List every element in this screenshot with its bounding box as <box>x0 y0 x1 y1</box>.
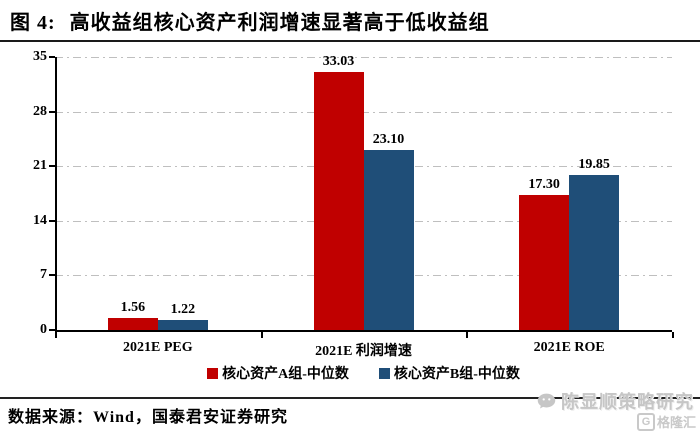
bar-series-b <box>157 320 208 330</box>
y-axis-tick-mark <box>49 165 55 168</box>
bar-value-label: 1.22 <box>170 302 196 318</box>
bar-series-a <box>519 195 570 330</box>
gelonghui-logo-text: 格隆汇 <box>656 415 696 430</box>
legend-swatch-icon <box>378 367 390 379</box>
gelonghui-logo: G 格隆汇 <box>636 412 696 431</box>
bar-value-label: 1.56 <box>120 299 146 315</box>
bar-series-b <box>363 149 414 330</box>
legend-label: 核心资产A组-中位数 <box>222 367 349 382</box>
x-axis-tick-mark <box>55 332 57 338</box>
x-axis-tick-mark <box>260 332 263 338</box>
legend-item: 核心资产A组-中位数 <box>207 363 349 383</box>
figure-title: 高收益组核心资产利润增速显著高于低收益组 <box>69 11 490 34</box>
x-axis-tick-mark <box>672 332 674 338</box>
y-axis-tick-mark <box>49 56 55 58</box>
y-axis-line <box>55 57 57 332</box>
footer-divider <box>0 397 700 399</box>
figure-number: 图 4: <box>10 11 56 34</box>
y-axis-tick-label: 21 <box>33 158 47 174</box>
legend-item: 核心资产B组-中位数 <box>378 363 520 383</box>
watermark-text: 陈显顺策略研究 <box>561 392 694 412</box>
bar-value-label: 19.85 <box>578 157 610 173</box>
x-axis-line <box>55 330 672 332</box>
y-axis-tick-mark <box>49 219 55 222</box>
x-axis-category-label: 2021E 利润增速 <box>315 344 412 359</box>
gelonghui-g-icon: G <box>636 412 655 431</box>
watermark: 陈显顺策略研究 <box>536 388 694 414</box>
bar-series-a <box>107 317 158 330</box>
bar-value-label: 23.10 <box>372 131 405 147</box>
bar-value-label: 33.03 <box>322 54 355 70</box>
chart-legend: 核心资产A组-中位数 核心资产B组-中位数 <box>55 363 672 383</box>
bar-series-b <box>569 175 620 330</box>
x-axis-category-label: 2021E PEG <box>123 340 193 355</box>
bar-series-a <box>313 72 364 330</box>
bar-value-label: 17.30 <box>528 177 560 193</box>
y-axis-tick-label: 35 <box>33 49 47 64</box>
y-axis-tick-label: 28 <box>33 103 47 119</box>
y-gridline <box>55 111 672 113</box>
y-axis-tick-mark <box>49 329 55 331</box>
source-note: 数据来源：Wind，国泰君安证券研究 <box>8 409 288 426</box>
y-axis-tick-label: 0 <box>40 322 47 337</box>
legend-swatch-icon <box>207 367 219 379</box>
x-axis-tick-mark <box>466 332 469 338</box>
x-axis-category-label: 2021E ROE <box>533 340 605 355</box>
y-axis-tick-label: 7 <box>40 267 47 283</box>
y-gridline <box>55 57 672 58</box>
y-axis-tick-mark <box>49 110 55 113</box>
y-axis-tick-label: 14 <box>33 212 47 228</box>
legend-label: 核心资产B组-中位数 <box>393 367 520 382</box>
figure-header: 图 4: 高收益组核心资产利润增速显著高于低收益组 <box>0 0 700 42</box>
y-axis-tick-mark <box>49 274 55 277</box>
wechat-icon <box>537 393 556 408</box>
